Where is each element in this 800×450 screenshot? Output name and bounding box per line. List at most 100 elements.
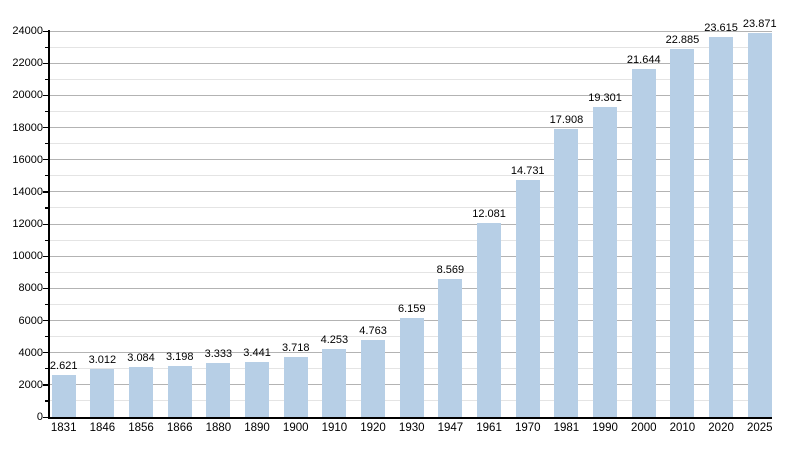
bar-value-label: 12.081: [472, 207, 506, 220]
bar-value-label: 17.908: [549, 113, 584, 126]
y-axis-tick-minor: [45, 271, 49, 273]
y-axis-tick-major: [43, 62, 49, 64]
bar-value-label: 22.885: [665, 33, 700, 46]
y-gridline-major: [49, 159, 772, 161]
bar-1910: [322, 348, 347, 417]
x-axis-tick-label: 1846: [89, 422, 116, 434]
y-axis-tick-label: 10000: [12, 250, 43, 263]
x-axis-tick-label: 1910: [321, 422, 348, 434]
y-axis-tick-major: [43, 255, 49, 257]
y-axis-tick-minor: [45, 46, 49, 48]
y-axis-tick-major: [43, 352, 49, 354]
x-axis-line: [48, 416, 772, 419]
y-gridline-minor: [49, 207, 772, 209]
x-axis-tick-label: 1970: [514, 422, 541, 434]
y-gridline-major: [49, 287, 772, 289]
bar-value-label: 3.084: [127, 352, 155, 365]
bar-2020: [709, 37, 734, 417]
bar-1846: [90, 368, 115, 417]
y-gridline-minor: [49, 239, 772, 241]
bar-value-label: 3.333: [204, 348, 233, 361]
bar-1831: [51, 374, 76, 417]
bar-1880: [206, 363, 231, 417]
x-axis-tick-label: 1890: [244, 422, 270, 434]
y-axis-tick-label: 4000: [18, 346, 43, 359]
bar-1947: [438, 279, 463, 417]
y-gridline-minor: [49, 78, 772, 80]
bar-1970: [515, 180, 540, 417]
y-axis-tick-label: 16000: [12, 153, 43, 166]
x-axis-tick-label: 1930: [398, 422, 425, 434]
y-gridline-minor: [49, 143, 772, 145]
y-axis-tick-minor: [45, 336, 49, 338]
y-gridline-minor: [49, 303, 772, 305]
bar-2025: [747, 33, 772, 417]
y-axis-tick-major: [43, 191, 49, 193]
y-axis-tick-major: [43, 416, 49, 418]
plot-area: [49, 30, 772, 417]
y-gridline-major: [49, 30, 772, 32]
y-gridline-minor: [49, 46, 772, 48]
y-axis-tick-label: 22000: [12, 57, 43, 70]
y-axis-tick-minor: [45, 143, 49, 145]
bar-1920: [361, 340, 386, 417]
x-axis-tick-label: 1961: [476, 422, 502, 434]
bar-1961: [477, 222, 502, 417]
y-gridline-major: [49, 255, 772, 257]
bar-value-label: 3.441: [243, 346, 271, 359]
y-axis-tick-major: [43, 384, 49, 386]
x-axis-tick-label: 2020: [708, 422, 734, 434]
y-axis-tick-label: 18000: [12, 121, 43, 134]
y-gridline-major: [49, 94, 772, 96]
bar-value-label: 2.621: [49, 359, 78, 372]
y-axis-tick-label: 20000: [12, 89, 43, 102]
bar-value-label: 23.615: [704, 22, 738, 35]
bar-1890: [245, 361, 270, 417]
y-axis-tick-minor: [45, 78, 49, 80]
x-axis-tick-label: 1947: [437, 422, 464, 434]
y-axis-tick-label: 12000: [12, 218, 43, 230]
y-gridline-major: [49, 127, 772, 128]
y-gridline-minor: [49, 175, 772, 177]
y-axis-tick-label: 14000: [12, 185, 43, 198]
bar-1990: [593, 106, 618, 417]
y-axis-tick-label: 2000: [18, 378, 43, 391]
y-gridline-minor: [49, 110, 772, 112]
y-gridline-major: [49, 191, 772, 193]
bar-1866: [167, 365, 192, 417]
x-axis-tick-label: 1880: [205, 422, 232, 434]
x-axis-tick-label: 2010: [669, 422, 696, 434]
bar-2000: [631, 68, 656, 417]
y-axis-tick-major: [43, 287, 49, 290]
y-axis-tick-minor: [45, 207, 49, 209]
y-axis-tick-minor: [45, 239, 49, 241]
bar-value-label: 3.012: [88, 353, 117, 366]
y-gridline-minor: [49, 271, 772, 273]
y-axis-tick-major: [43, 159, 49, 161]
x-axis-tick-label: 1981: [553, 422, 580, 434]
y-axis-tick-major: [43, 320, 49, 322]
bar-2010: [670, 48, 695, 417]
y-gridline-major: [49, 62, 772, 64]
bar-value-label: 3.718: [281, 342, 310, 355]
bar-value-label: 23.871: [742, 18, 777, 31]
y-axis-tick-minor: [45, 368, 49, 370]
x-axis-tick-label: 1866: [166, 422, 193, 434]
bar-1981: [554, 128, 579, 417]
y-axis-tick-label: 0: [36, 411, 43, 423]
y-axis-tick-label: 8000: [18, 282, 43, 295]
x-axis-tick-label: 1856: [128, 422, 154, 434]
bar-value-label: 6.159: [397, 302, 426, 315]
bar-value-label: 14.731: [510, 165, 545, 178]
bar-1856: [129, 367, 154, 417]
x-axis-tick-label: 1831: [50, 422, 77, 434]
y-axis-tick-major: [43, 94, 49, 97]
y-axis-tick-major: [43, 30, 49, 32]
y-axis-tick-minor: [45, 110, 49, 113]
y-axis-tick-minor: [45, 400, 49, 402]
y-axis-tick-minor: [45, 175, 49, 177]
bar-1900: [283, 357, 308, 417]
x-axis-tick-label: 1990: [592, 422, 618, 434]
bar-value-label: 3.198: [165, 350, 194, 363]
